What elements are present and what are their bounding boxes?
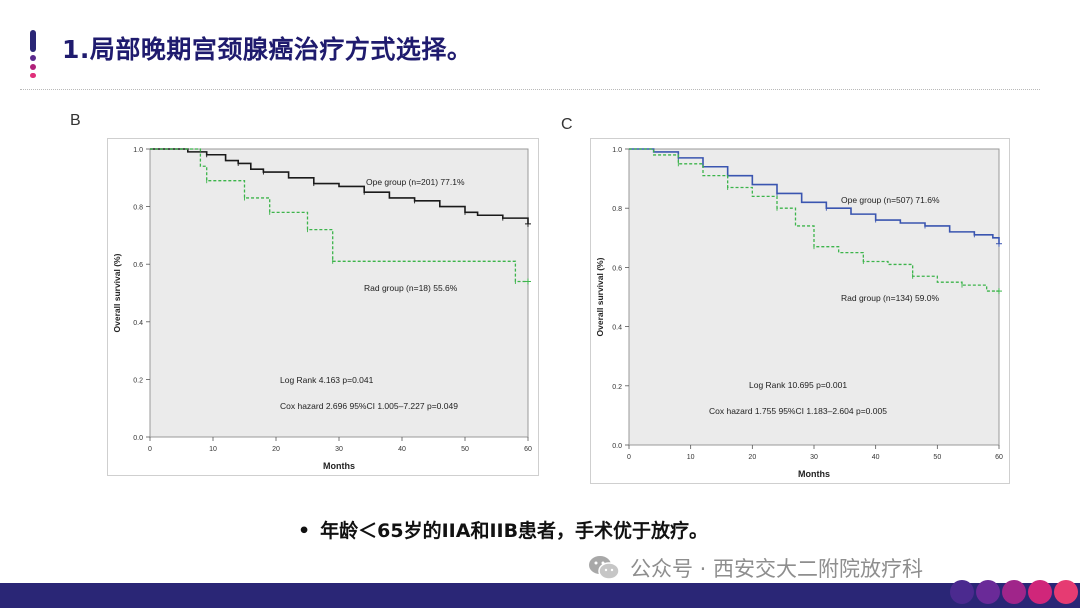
y-tick-label: 0.4 xyxy=(133,320,143,327)
series-line-2 xyxy=(629,148,999,292)
x-tick-label: 60 xyxy=(995,454,1003,461)
y-tick-label: 0.0 xyxy=(133,435,143,442)
x-axis-label: Months xyxy=(798,469,830,479)
series-label-2: Rad group (n=134) 59.0% xyxy=(841,293,939,303)
y-tick-label: 0.2 xyxy=(133,377,143,384)
footer-dot-5 xyxy=(1054,580,1078,604)
y-tick-label: 1.0 xyxy=(133,147,143,154)
series-line-1 xyxy=(150,148,529,224)
x-tick-label: 0 xyxy=(148,446,152,453)
conclusion-text: 年龄＜65岁的IIA和IIB患者，手术优于放疗。 xyxy=(320,520,709,542)
x-tick-label: 20 xyxy=(272,446,280,453)
y-tick-label: 0.6 xyxy=(612,265,622,272)
footer-dot-4 xyxy=(1028,580,1052,604)
y-tick-label: 0.8 xyxy=(612,206,622,213)
footer-dot-3 xyxy=(1002,580,1026,604)
bullet-symbol: • xyxy=(298,520,311,542)
stat-annotation-1: Log Rank 4.163 p=0.041 xyxy=(280,375,374,385)
accent-seg-4 xyxy=(30,73,36,78)
survival-chart-c: 0.0 0.2 0.4 0.6 0.8 1.0 0 10 20 30 40 50 60 Months Ove… xyxy=(590,138,1010,484)
x-tick-label: 30 xyxy=(335,446,343,453)
x-tick-label: 40 xyxy=(872,454,880,461)
x-tick-label: 10 xyxy=(209,446,217,453)
y-axis-label: Overall survival (%) xyxy=(595,257,605,336)
x-tick-label: 10 xyxy=(687,454,695,461)
x-tick-label: 60 xyxy=(524,446,532,453)
accent-seg-3 xyxy=(30,64,36,70)
watermark: 公众号 · 西安交大二附院放疗科 xyxy=(588,553,923,583)
x-axis-label: Months xyxy=(323,461,355,471)
footer-dot-1 xyxy=(950,580,974,604)
y-tick-label: 0.6 xyxy=(133,262,143,269)
x-tick-label: 30 xyxy=(810,454,818,461)
header-divider xyxy=(20,89,1040,90)
series-label-2: Rad group (n=18) 55.6% xyxy=(364,283,458,293)
wechat-icon xyxy=(588,554,620,582)
panel-label-c: C xyxy=(561,116,573,133)
plot-area xyxy=(628,148,1000,446)
y-tick-label: 0.2 xyxy=(612,384,622,391)
chart-svg: 0.0 0.2 0.4 0.6 0.8 1.0 0 10 20 30 40 50 60 Months Ove… xyxy=(595,147,1003,479)
series-label-1: Ope group (n=201) 77.1% xyxy=(366,177,465,187)
survival-chart-b: 0.0 0.2 0.4 0.6 0.8 1.0 0 10 20 30 40 50 60 Months Ove… xyxy=(107,138,539,476)
watermark-text: 公众号 · 西安交大二附院放疗科 xyxy=(630,557,924,581)
accent-seg-2 xyxy=(30,55,36,61)
stat-annotation-2: Cox hazard 1.755 95%CI 1.183–2.604 p=0.0… xyxy=(709,406,887,416)
conclusion-bullet: • 年龄＜65岁的IIA和IIB患者，手术优于放疗。 xyxy=(298,516,708,543)
x-tick-label: 40 xyxy=(398,446,406,453)
title-accent-bar xyxy=(30,30,38,78)
footer-band xyxy=(0,583,1080,608)
stat-annotation-2: Cox hazard 2.696 95%CI 1.005–7.227 p=0.0… xyxy=(280,401,458,411)
x-tick-label: 20 xyxy=(748,454,756,461)
y-tick-label: 1.0 xyxy=(612,147,622,154)
y-axis-label: Overall survival (%) xyxy=(112,253,122,332)
y-tick-label: 0.0 xyxy=(612,443,622,450)
series-label-1: Ope group (n=507) 71.6% xyxy=(841,195,940,205)
x-tick-label: 0 xyxy=(627,454,631,461)
series-line-2 xyxy=(150,148,528,283)
chart-svg: 0.0 0.2 0.4 0.6 0.8 1.0 0 10 20 30 40 50 60 Months Ove… xyxy=(112,147,532,471)
y-tick-label: 0.4 xyxy=(612,325,622,332)
stat-annotation-1: Log Rank 10.695 p=0.001 xyxy=(749,380,847,390)
plot-area xyxy=(149,148,529,438)
y-tick-label: 0.8 xyxy=(133,205,143,212)
accent-seg-1 xyxy=(30,30,36,52)
x-tick-label: 50 xyxy=(461,446,469,453)
page-title: 1.局部晚期宫颈腺癌治疗方式选择。 xyxy=(62,35,473,64)
footer-dot-2 xyxy=(976,580,1000,604)
x-tick-label: 50 xyxy=(933,454,941,461)
panel-label-b: B xyxy=(70,112,81,129)
